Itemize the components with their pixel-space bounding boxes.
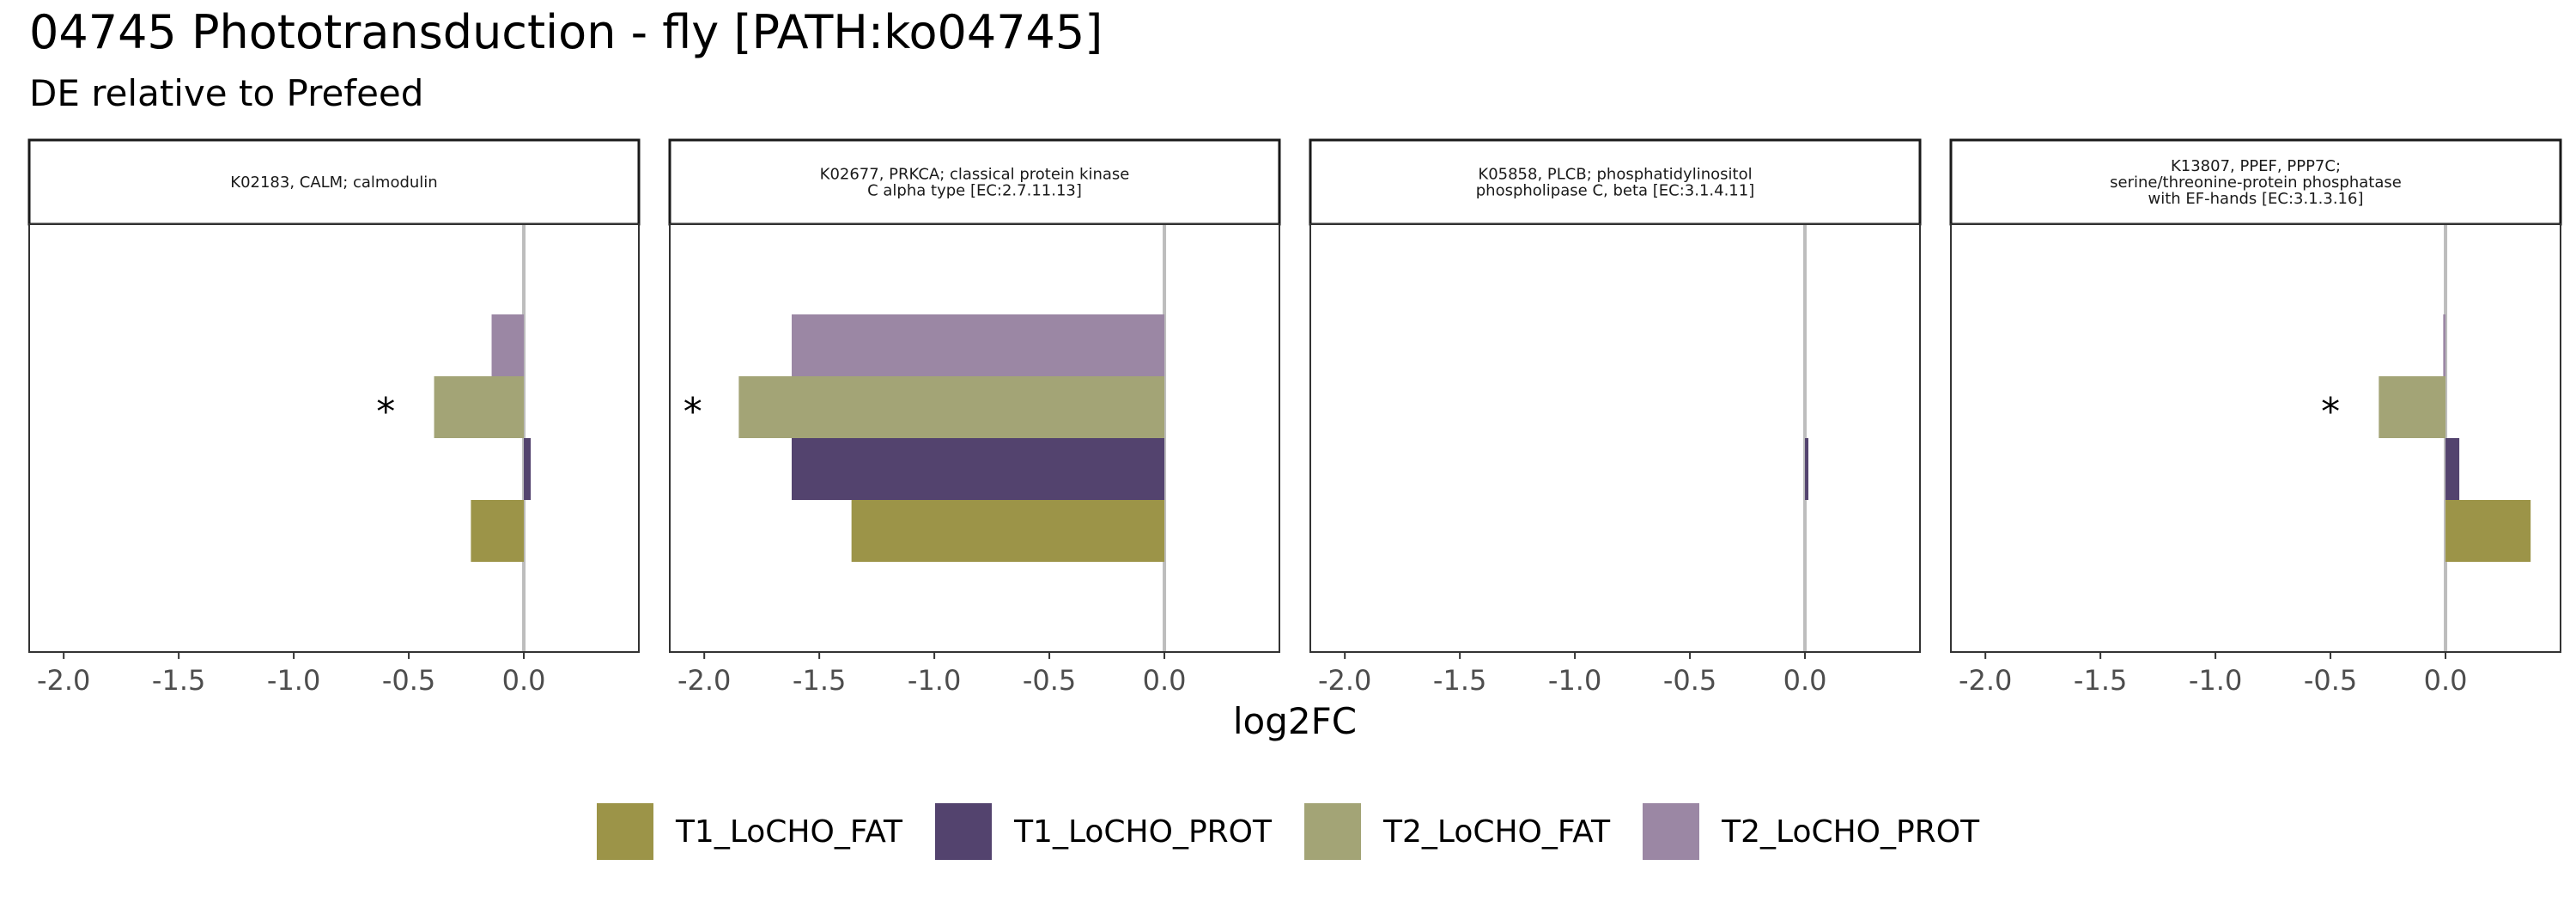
bar-panel-4-t1-locho-prot xyxy=(2445,438,2460,500)
legend-item-t1-locho-prot: T1_LoCHO_PROT xyxy=(935,803,1272,860)
panel-1 xyxy=(28,223,640,653)
bar-panel-4-t2-locho-prot xyxy=(2443,314,2446,376)
legend-label-t1-locho-fat: T1_LoCHO_FAT xyxy=(675,814,903,850)
x-tick-label-4-1: -2.0 xyxy=(1959,664,2012,697)
significance-mark-4-1: * xyxy=(2321,390,2340,434)
legend-label-t2-locho-fat: T2_LoCHO_FAT xyxy=(1383,814,1611,850)
significance-mark-2-1: * xyxy=(683,390,702,434)
bar-panel-2-t2-locho-prot xyxy=(792,314,1165,376)
facet-strip-4 xyxy=(1949,138,2562,226)
x-tick-label-3-2: -1.5 xyxy=(1433,664,1486,697)
facet-strip-label-3-line-2: phospholipase C, beta [EC:3.1.4.11] xyxy=(1476,182,1755,200)
facet-strip-label-1-line-1: K02183, CALM; calmodulin xyxy=(230,174,437,192)
x-tick-label-4-5: 0.0 xyxy=(2424,664,2468,697)
x-tick-label-4-2: -1.5 xyxy=(2074,664,2127,697)
bar-panel-1-t2-locho-prot xyxy=(491,314,525,376)
legend-item-t2-locho-fat: T2_LoCHO_FAT xyxy=(1304,803,1610,860)
x-tick-label-1-5: 0.0 xyxy=(502,664,546,697)
legend-item-t1-locho-fat: T1_LoCHO_FAT xyxy=(596,803,903,860)
significance-mark-1-1: * xyxy=(376,390,395,434)
legend-item-t2-locho-prot: T2_LoCHO_PROT xyxy=(1643,803,1979,860)
x-tick-label-1-1: -2.0 xyxy=(37,664,90,697)
bar-panel-2-t2-locho-fat xyxy=(738,376,1165,438)
x-tick-label-4-4: -0.5 xyxy=(2304,664,2357,697)
bar-panel-1-t1-locho-prot xyxy=(524,438,532,500)
x-tick-label-3-1: -2.0 xyxy=(1318,664,1371,697)
bar-panel-4-t1-locho-fat xyxy=(2445,500,2531,562)
x-tick-label-2-4: -0.5 xyxy=(1023,664,1076,697)
legend-swatch-t2-locho-prot xyxy=(1643,803,1700,860)
facet-strip-label-2-line-2: C alpha type [EC:2.7.11.13] xyxy=(867,182,1082,200)
facet-strip-label-3-line-1: K05858, PLCB; phosphatidylinositol xyxy=(1478,166,1752,184)
x-axis-title: log2FC xyxy=(1233,700,1357,742)
bar-panel-4-t2-locho-fat xyxy=(2379,376,2446,438)
chart-subtitle: DE relative to Prefeed xyxy=(29,72,424,114)
x-tick-label-3-4: -0.5 xyxy=(1663,664,1716,697)
facet-strip-label-4-line-1: K13807, PPEF, PPP7C; xyxy=(2171,157,2341,175)
x-tick-label-2-5: 0.0 xyxy=(1143,664,1187,697)
legend: T1_LoCHO_FAT T1_LoCHO_PROT T2_LoCHO_FAT … xyxy=(0,803,2576,860)
x-tick-label-3-3: -1.0 xyxy=(1548,664,1601,697)
facet-strip-3 xyxy=(1309,138,1922,226)
bar-panel-3-t1-locho-prot xyxy=(1805,438,1809,500)
x-tick-label-1-4: -0.5 xyxy=(382,664,435,697)
facet-strip-label-4-line-3: with EF-hands [EC:3.1.3.16] xyxy=(2148,190,2364,208)
x-tick-label-2-3: -1.0 xyxy=(908,664,961,697)
bar-panel-1-t2-locho-fat xyxy=(434,376,525,438)
facet-strip-label-2-line-1: K02677, PRKCA; classical protein kinase xyxy=(820,166,1130,184)
legend-swatch-t2-locho-fat xyxy=(1304,803,1361,860)
legend-swatch-t1-locho-prot xyxy=(935,803,993,860)
legend-swatch-t1-locho-fat xyxy=(596,803,653,860)
bar-panel-1-t1-locho-fat xyxy=(471,500,525,562)
x-tick-label-3-5: 0.0 xyxy=(1783,664,1827,697)
bar-panel-2-t1-locho-prot xyxy=(792,438,1165,500)
x-tick-label-4-3: -1.0 xyxy=(2189,664,2242,697)
x-tick-label-2-2: -1.5 xyxy=(793,664,846,697)
facet-strip-2 xyxy=(668,138,1281,226)
bar-panel-2-t1-locho-fat xyxy=(851,500,1165,562)
legend-label-t2-locho-prot: T2_LoCHO_PROT xyxy=(1722,814,1980,850)
panel-3 xyxy=(1309,223,1921,653)
x-tick-label-1-2: -1.5 xyxy=(152,664,205,697)
x-tick-label-2-1: -2.0 xyxy=(677,664,731,697)
x-tick-label-1-3: -1.0 xyxy=(267,664,320,697)
legend-label-t1-locho-prot: T1_LoCHO_PROT xyxy=(1014,814,1272,850)
chart-title: 04745 Phototransduction - fly [PATH:ko04… xyxy=(29,5,1103,59)
panel-4 xyxy=(1950,223,2561,653)
facet-strip-label-4-line-2: serine/threonine-protein phosphatase xyxy=(2110,174,2402,192)
